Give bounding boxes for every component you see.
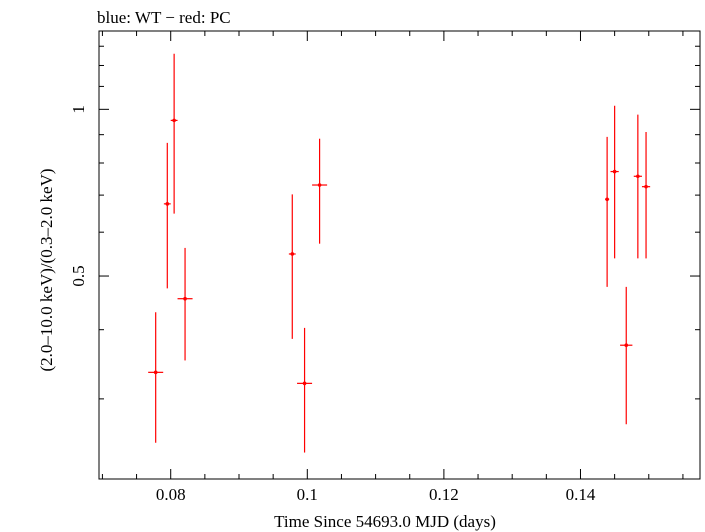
data-marker	[612, 169, 617, 174]
data-point	[610, 105, 619, 259]
data-marker	[636, 174, 640, 179]
data-marker	[644, 184, 648, 189]
plot-frame	[98, 30, 701, 480]
data-marker	[624, 343, 629, 348]
y-axis-label: (2.0–10.0 keV)/(0.3–2.0 keV)	[37, 168, 56, 371]
data-point	[163, 142, 171, 289]
data-point	[605, 136, 610, 287]
data-point	[170, 53, 178, 214]
x-tick-label: 0.08	[156, 485, 186, 504]
data-layer	[148, 53, 651, 453]
data-marker	[183, 296, 187, 301]
chart-title: blue: WT − red: PC	[97, 8, 231, 27]
data-point	[148, 312, 164, 443]
x-tick-label: 0.12	[429, 485, 459, 504]
data-point	[288, 194, 296, 339]
data-marker	[605, 197, 609, 202]
data-marker	[153, 370, 158, 375]
data-point	[641, 132, 651, 259]
x-axis-label: Time Since 54693.0 MJD (days)	[274, 512, 496, 531]
data-point	[312, 138, 328, 244]
data-point	[297, 327, 313, 453]
data-marker	[290, 252, 295, 256]
axes: 0.08 0.1 0.12 0.14 0.5 1	[69, 31, 700, 504]
data-marker	[302, 381, 307, 386]
x-tick-label: 0.1	[297, 485, 318, 504]
x-tick-label: 0.14	[566, 485, 596, 504]
data-marker	[172, 118, 176, 123]
y-tick-label: 0.5	[69, 265, 88, 286]
data-point	[633, 114, 642, 259]
y-tick-label: 1	[69, 105, 88, 114]
data-marker	[317, 183, 322, 187]
data-point	[177, 247, 193, 361]
data-marker	[165, 202, 170, 206]
data-point	[620, 286, 633, 425]
